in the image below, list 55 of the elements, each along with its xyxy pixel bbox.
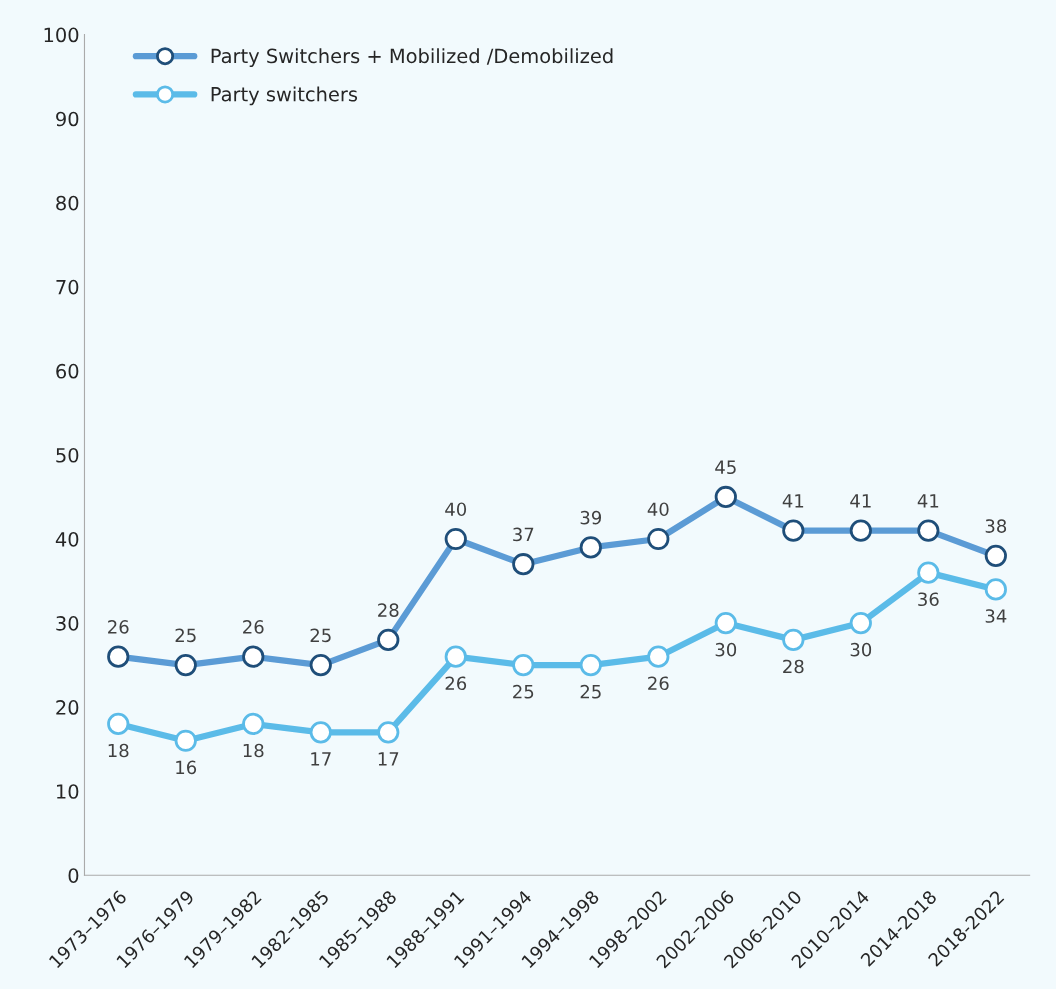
point [714,611,737,635]
data-label: 18 [108,743,129,758]
y-tick-label: 10 [57,784,79,799]
data-label: 41 [917,494,939,508]
point [579,653,602,677]
point [984,578,1007,601]
point [377,721,400,744]
data-label: 17 [378,752,399,766]
data-label: 39 [580,510,602,525]
data-label: 26 [648,676,669,691]
point [849,611,872,635]
y-tick-label: 70 [56,279,79,295]
data-label: 28 [783,659,804,674]
point [512,653,535,677]
data-label: 25 [175,628,196,643]
data-label: 38 [985,519,1007,533]
point [309,721,332,744]
y-tick-label: 30 [56,616,79,631]
data-label: 37 [513,527,534,542]
data-label: 16 [176,760,197,775]
data-label: 41 [782,494,804,508]
point [444,645,467,668]
y-tick-label: 100 [44,27,79,43]
y-tick-label: 0 [68,868,79,883]
point [242,712,265,736]
data-label: 30 [715,642,737,657]
data-label: 45 [715,460,736,475]
y-tick-label: 40 [55,531,79,547]
y-tick-label: 90 [56,111,79,127]
point [782,628,805,651]
data-label: 25 [310,628,331,643]
data-label: 40 [647,502,669,517]
y-tick-label: 20 [56,700,79,715]
legend-label: Party switchers [211,86,358,106]
data-label: 26 [108,620,129,634]
y-tick-label: 80 [56,195,79,211]
data-label: 26 [445,676,467,691]
legend-label: Party Switchers + Mobilized /Demobilized [211,48,613,68]
data-label: 36 [918,592,939,607]
point [174,729,197,752]
data-label: 17 [311,752,331,766]
data-label: 26 [243,620,264,634]
data-label: 30 [850,642,872,657]
point [917,561,940,584]
y-tick-label: 50 [56,447,79,463]
data-label: 18 [243,743,264,758]
data-label: 40 [445,502,467,517]
data-label: 25 [580,684,601,699]
data-label: 25 [513,684,534,699]
data-label: 34 [985,609,1007,623]
data-label: 41 [850,494,871,508]
y-tick-label: 60 [56,363,79,379]
point [647,645,670,668]
data-label: 28 [378,603,399,617]
point [107,712,130,736]
